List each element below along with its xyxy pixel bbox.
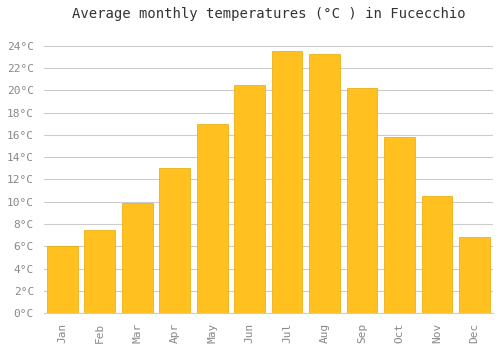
Title: Average monthly temperatures (°C ) in Fucecchio: Average monthly temperatures (°C ) in Fu… xyxy=(72,7,465,21)
Bar xyxy=(459,237,490,313)
Bar xyxy=(309,54,340,313)
Bar xyxy=(346,88,378,313)
Bar xyxy=(272,51,302,313)
Bar xyxy=(197,124,228,313)
Bar xyxy=(384,137,415,313)
Bar xyxy=(160,168,190,313)
Bar xyxy=(422,196,452,313)
Bar xyxy=(47,246,78,313)
Bar xyxy=(234,85,265,313)
Bar xyxy=(84,230,115,313)
Bar xyxy=(122,203,152,313)
